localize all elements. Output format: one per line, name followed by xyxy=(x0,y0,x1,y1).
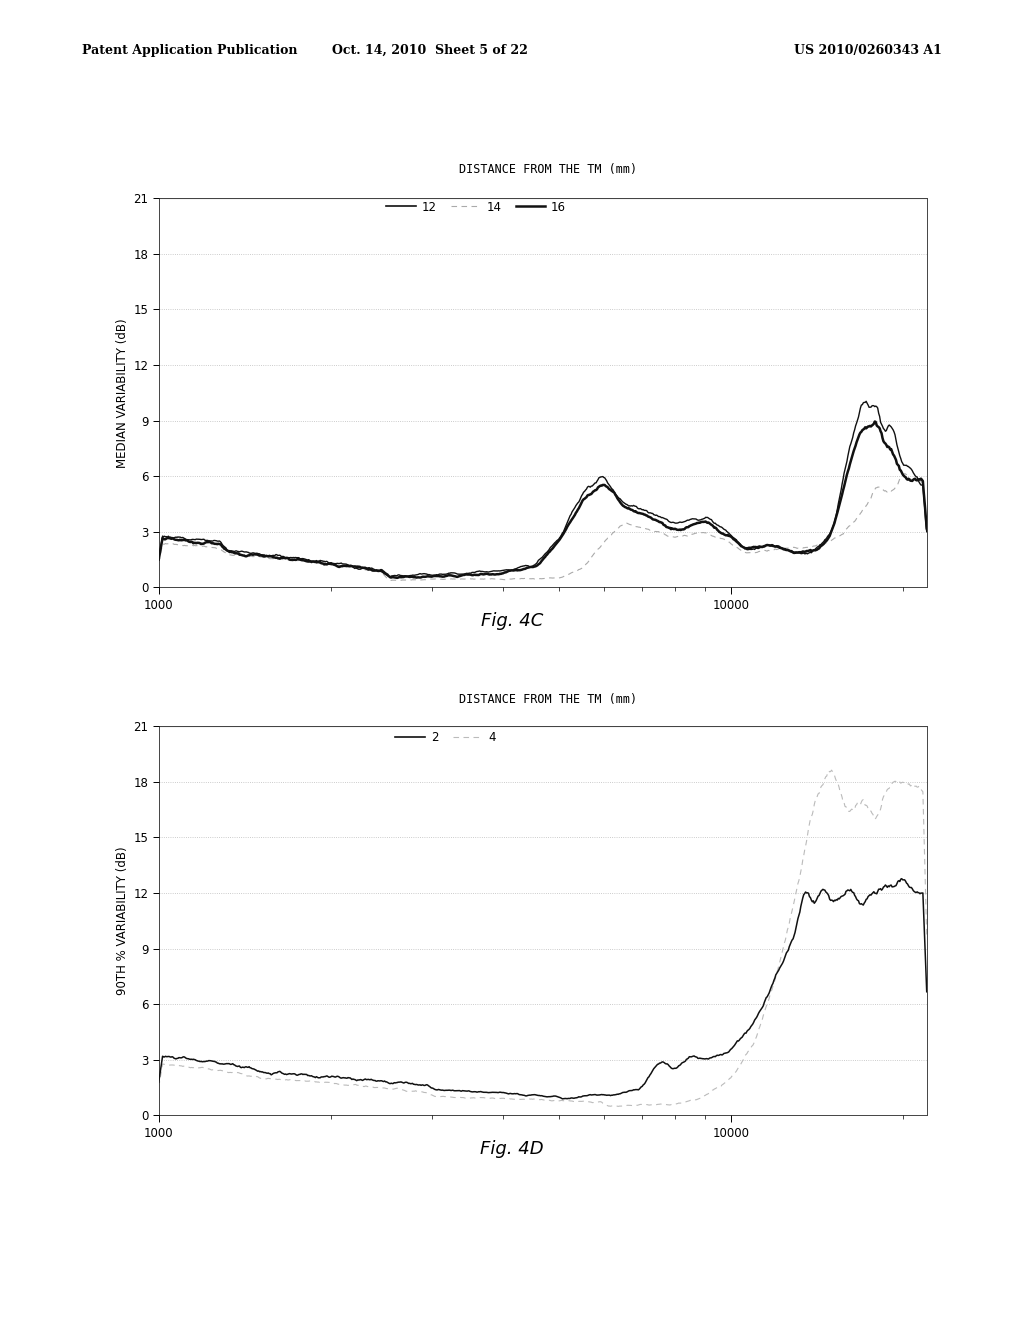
Legend: 2, 4: 2, 4 xyxy=(391,726,500,748)
Legend: 12, 14, 16: 12, 14, 16 xyxy=(382,195,570,218)
Text: Oct. 14, 2010  Sheet 5 of 22: Oct. 14, 2010 Sheet 5 of 22 xyxy=(332,44,528,57)
Text: US 2010/0260343 A1: US 2010/0260343 A1 xyxy=(795,44,942,57)
Y-axis label: MEDIAN VARIABILITY (dB): MEDIAN VARIABILITY (dB) xyxy=(116,318,129,467)
Text: DISTANCE FROM THE TM (mm): DISTANCE FROM THE TM (mm) xyxy=(459,693,637,706)
Text: DISTANCE FROM THE TM (mm): DISTANCE FROM THE TM (mm) xyxy=(459,162,637,176)
Text: Fig. 4D: Fig. 4D xyxy=(480,1140,544,1159)
Y-axis label: 90TH % VARIABILITY (dB): 90TH % VARIABILITY (dB) xyxy=(116,846,129,995)
Text: Fig. 4C: Fig. 4C xyxy=(481,612,543,631)
Text: Patent Application Publication: Patent Application Publication xyxy=(82,44,297,57)
